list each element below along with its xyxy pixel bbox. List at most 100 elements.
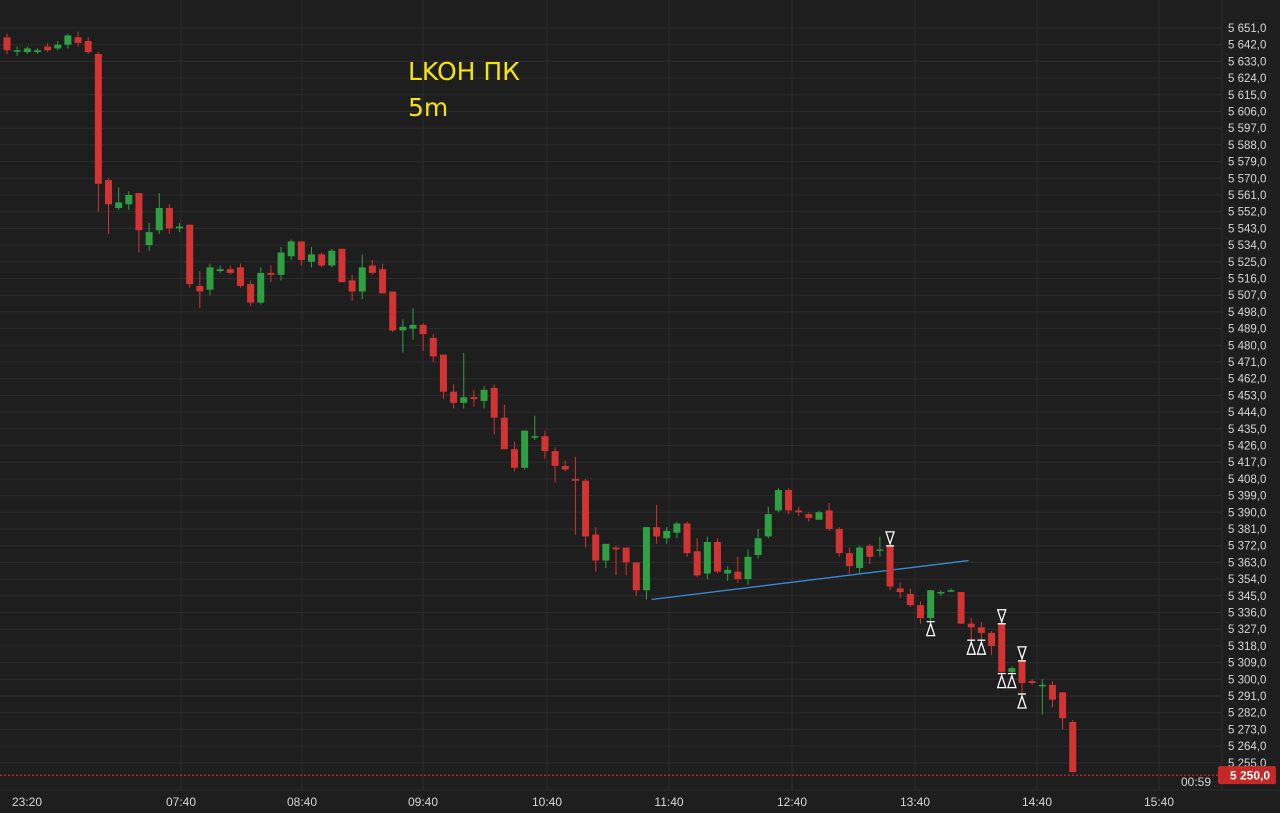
candle	[44, 42, 52, 53]
sell-arrow-icon	[996, 609, 1007, 624]
candle	[145, 222, 153, 251]
trade-markers	[885, 531, 1027, 709]
candle-body	[774, 490, 782, 511]
price-axis[interactable]: 5 651,0 5 642,0 5 633,0 5 624,0 5 615,0 5 606…	[1228, 23, 1266, 770]
candle	[1018, 658, 1026, 696]
candle-body	[622, 547, 630, 563]
candle	[328, 248, 336, 268]
candle-body	[663, 530, 671, 539]
candle	[490, 384, 498, 435]
candle	[977, 621, 985, 643]
candle	[318, 252, 326, 268]
candle-body	[896, 588, 904, 593]
buy-marker[interactable]	[1017, 693, 1027, 709]
candle	[947, 588, 955, 593]
time-axis[interactable]: 23:20 07:40 08:40 09:40 10:40 11:40 12:40 13:40…	[12, 795, 1174, 809]
x-tick-label: 10:40	[532, 795, 562, 809]
candle	[653, 504, 661, 544]
candle-body	[988, 632, 996, 646]
candle	[602, 543, 610, 568]
y-tick-label: 5 453,0	[1228, 390, 1266, 402]
candle-body	[1048, 684, 1056, 700]
candle-body	[521, 430, 529, 468]
candle-body	[33, 50, 41, 53]
sell-arrow-icon	[885, 531, 895, 546]
candle	[693, 538, 701, 578]
candle-body	[937, 592, 945, 594]
candle-body	[582, 480, 590, 537]
last-price-badge-bg	[1218, 766, 1276, 785]
y-tick-label: 5 579,0	[1228, 157, 1266, 169]
candle	[805, 512, 813, 522]
trendline-layer	[651, 559, 969, 601]
candle	[714, 538, 721, 574]
candle	[480, 386, 488, 409]
candle-body	[754, 538, 762, 555]
candle-body	[216, 269, 224, 272]
y-tick-label: 5 336,0	[1228, 608, 1266, 620]
trendline[interactable]	[651, 559, 969, 601]
candle-body	[815, 512, 823, 520]
buy-marker[interactable]	[996, 672, 1007, 689]
candle	[754, 529, 762, 559]
candle	[54, 40, 62, 51]
y-tick-label: 5 651,0	[1228, 23, 1266, 35]
sell-marker[interactable]	[996, 609, 1007, 625]
candle-body	[734, 571, 742, 580]
candle	[1059, 692, 1067, 730]
candle	[125, 191, 133, 210]
candle	[419, 323, 427, 351]
buy-marker[interactable]	[925, 620, 936, 637]
candle-body	[998, 623, 1006, 672]
y-tick-label: 5 462,0	[1228, 374, 1266, 386]
candle-body	[957, 592, 965, 624]
candle	[247, 280, 255, 307]
candle-body	[226, 269, 234, 273]
candle-body	[115, 202, 123, 208]
y-tick-label: 5 570,0	[1228, 173, 1266, 185]
candle	[115, 187, 123, 210]
buy-marker[interactable]	[976, 639, 987, 655]
last-price-badge-label: 5 250,0	[1230, 769, 1270, 783]
sell-marker[interactable]	[885, 531, 895, 547]
candle	[906, 588, 914, 607]
candle	[845, 547, 853, 574]
candle-body	[176, 226, 184, 229]
y-tick-label: 5 300,0	[1228, 674, 1266, 686]
y-tick-label: 5 642,0	[1228, 40, 1266, 52]
candle-body	[693, 551, 701, 576]
candle-body	[287, 241, 295, 257]
candle	[896, 582, 904, 598]
candle-body	[845, 553, 853, 567]
buy-marker[interactable]	[1006, 672, 1017, 689]
candle-body	[105, 180, 112, 205]
candle	[683, 521, 691, 557]
candle-body	[389, 291, 397, 331]
candle	[165, 204, 173, 234]
y-tick-label: 5 354,0	[1228, 574, 1266, 586]
candle	[886, 543, 894, 591]
buy-marker[interactable]	[966, 639, 977, 655]
candle-body	[1018, 660, 1026, 684]
y-tick-label: 5 345,0	[1228, 591, 1266, 603]
candle-body	[785, 490, 793, 511]
candle-body	[3, 37, 11, 51]
y-tick-label: 5 444,0	[1228, 407, 1266, 419]
x-tick-label: 23:20	[12, 795, 42, 809]
candle	[155, 193, 163, 234]
candle-body	[714, 541, 721, 572]
y-tick-label: 5 624,0	[1228, 73, 1266, 85]
y-tick-label: 5 399,0	[1228, 491, 1266, 503]
sell-marker[interactable]	[1017, 646, 1027, 662]
candle-body	[602, 543, 610, 561]
candle-body	[967, 623, 975, 628]
y-tick-label: 5 489,0	[1228, 324, 1266, 336]
candle	[196, 271, 204, 309]
candle	[470, 389, 478, 407]
candle-body	[764, 514, 772, 537]
y-tick-label: 5 615,0	[1228, 90, 1266, 102]
candle-body	[531, 436, 539, 438]
buy-arrow-icon	[1017, 693, 1027, 709]
